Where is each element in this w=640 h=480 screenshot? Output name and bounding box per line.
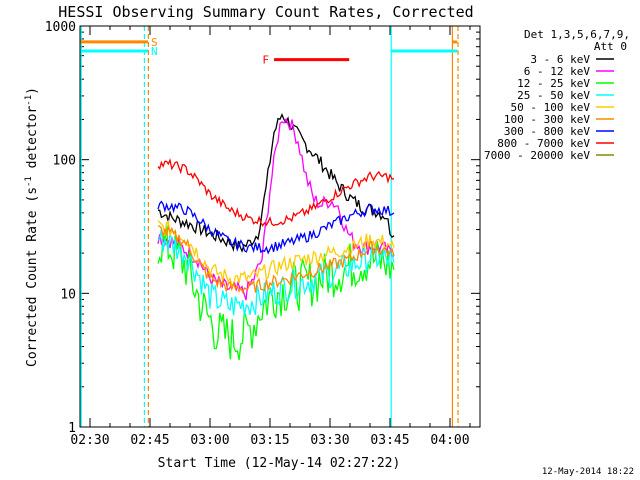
time-boundaries xyxy=(80,26,459,427)
chart-title: HESSI Observing Summary Count Rates, Cor… xyxy=(58,3,473,21)
series-lines xyxy=(157,113,395,361)
flag-label-N: N xyxy=(151,45,158,58)
legend-header-2: Att 0 xyxy=(594,40,627,53)
footer-date: 12-May-2014 18:22 xyxy=(542,467,634,477)
x-tick-label-0: 02:30 xyxy=(70,433,109,448)
y-axis-label: Corrected Count Rate (s-1 detector-1) xyxy=(24,87,40,367)
flag-label-S: S xyxy=(151,36,158,49)
plot-frame xyxy=(79,25,481,428)
legend-label-1: 6 - 12 keV xyxy=(524,65,591,78)
series-line-7 xyxy=(157,158,395,227)
y-axis-label-main: Corrected Count Rate (s xyxy=(25,187,40,367)
series-line-2 xyxy=(157,222,395,361)
legend-label-3: 25 - 50 keV xyxy=(517,89,590,102)
x-tick-label-2: 03:00 xyxy=(190,433,229,448)
series-line-6 xyxy=(157,200,395,255)
series-line-5 xyxy=(157,224,395,294)
legend-label-5: 100 - 300 keV xyxy=(504,113,590,126)
y-tick-label-2: 100 xyxy=(53,154,76,169)
legend-label-6: 300 - 800 keV xyxy=(504,125,590,138)
axis-ticks: 1 10 100 1000 02:30 02:45 03:00 03:15 03:30 03:45… xyxy=(45,20,480,448)
x-tick-label-4: 03:30 xyxy=(310,433,349,448)
x-tick-label-1: 02:45 xyxy=(130,433,169,448)
series-line-4 xyxy=(157,219,395,287)
legend-label-8: 7000 - 20000 keV xyxy=(484,149,590,162)
y-axis-label-mid: detector xyxy=(25,106,40,177)
series-line-0 xyxy=(157,113,395,253)
legend-label-2: 12 - 25 keV xyxy=(517,77,590,90)
flag-bars: SN F xyxy=(80,36,458,67)
y-axis-label-sup1: -1 xyxy=(24,176,34,187)
legend-label-4: 50 - 100 keV xyxy=(511,101,591,114)
y-tick-label-3: 1000 xyxy=(45,20,76,35)
legend-label-7: 800 - 7000 keV xyxy=(497,137,590,150)
y-axis-label-sup2: -1 xyxy=(24,95,34,106)
y-axis-label-end: ) xyxy=(25,87,40,95)
flag-label-F: F xyxy=(262,54,269,67)
legend-label-0: 3 - 6 keV xyxy=(530,53,590,66)
y-tick-label-1: 10 xyxy=(60,287,76,302)
y-tick-label-0: 1 xyxy=(68,421,76,436)
x-tick-label-3: 03:15 xyxy=(250,433,289,448)
legend-header-1: Det 1,3,5,6,7,9, xyxy=(524,28,630,41)
x-axis-label: Start Time (12-May-14 02:27:22) xyxy=(158,456,401,471)
x-tick-label-6: 04:00 xyxy=(430,433,469,448)
x-tick-label-5: 03:45 xyxy=(370,433,409,448)
